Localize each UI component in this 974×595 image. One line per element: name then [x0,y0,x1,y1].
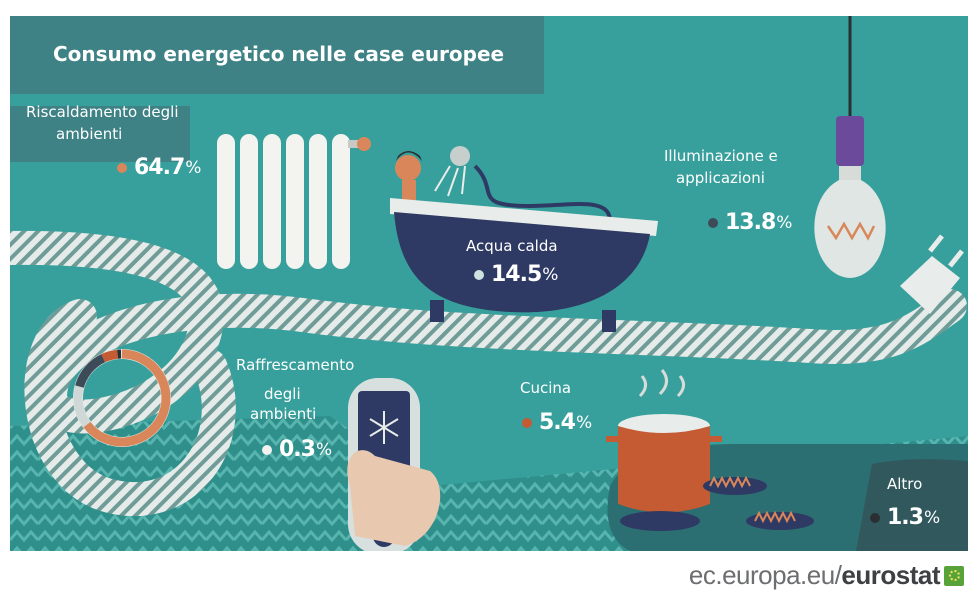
label-raffrescamento-line3: ambienti [250,405,317,423]
value-altro: 1.3% [870,505,940,530]
value-illuminazione-number: 13.8 [725,210,776,235]
value-riscaldamento-number: 64.7 [134,155,185,180]
label-illuminazione-line1: Illuminazione e [664,147,778,165]
title-panel [10,16,544,94]
value-illuminazione-unit: % [776,212,792,233]
shower-icon [434,146,612,222]
source-brand: eurostat [841,560,940,590]
ring-slice-3 [101,349,119,363]
label-illuminazione-line2: applicazioni [676,169,765,187]
radiator-icon [217,134,371,269]
source-url-prefix: ec.europa.eu/ [688,560,842,590]
value-acqua-calda-number: 14.5 [491,262,542,287]
snowflake-icon [369,411,399,444]
value-riscaldamento: 64.7% [117,155,201,180]
legend-dot-raffrescamento [262,444,272,455]
legend-dot-altro [870,512,880,523]
light-bulb-icon [814,16,886,278]
value-raffrescamento: 0.3% [262,437,332,462]
label-raffrescamento-line2: degli [264,385,301,403]
chart-title: Consumo energetico nelle case europee [53,42,505,66]
value-raffrescamento-number: 0.3 [279,437,316,462]
ring-slice-1 [73,385,91,428]
label-acqua-calda: Acqua calda [466,237,558,255]
value-acqua-calda: 14.5% [474,262,558,287]
cable-icon [10,230,967,517]
legend-dot-acqua-calda [474,269,484,280]
value-altro-number: 1.3 [887,505,924,530]
source-credit[interactable]: ec.europa.eu/eurostat [689,560,964,591]
person-icon [395,151,422,202]
label-riscaldamento-line2: ambienti [56,125,123,143]
value-cucina-number: 5.4 [539,410,576,435]
legend-dot-illuminazione [708,217,718,228]
infographic-background [10,16,968,551]
value-raffrescamento-unit: % [315,439,332,460]
energy-ring-chart [73,349,171,447]
legend-dot-riscaldamento [117,162,127,173]
power-plug-icon [900,234,964,314]
value-riscaldamento-unit: % [185,157,201,178]
bathtub-icon [390,198,658,332]
legend-dot-cucina [522,417,532,428]
remote-control-icon [347,378,441,551]
label-raffrescamento-line1: Raffrescamento [236,356,355,374]
value-cucina-unit: % [575,412,592,433]
label-cucina: Cucina [520,379,572,397]
label-riscaldamento-line1: Riscaldamento degli [26,103,179,121]
value-illuminazione: 13.8% [708,210,792,235]
value-altro-unit: % [923,507,940,528]
cooking-pot-icon [606,369,722,513]
label-altro: Altro [887,475,923,493]
value-acqua-calda-unit: % [542,264,558,285]
eu-flag-icon [944,565,964,586]
ring-slice-2 [75,354,106,388]
value-cucina: 5.4% [522,410,592,435]
gas-flame-icon [620,475,814,531]
ring-slice-0 [83,349,171,447]
